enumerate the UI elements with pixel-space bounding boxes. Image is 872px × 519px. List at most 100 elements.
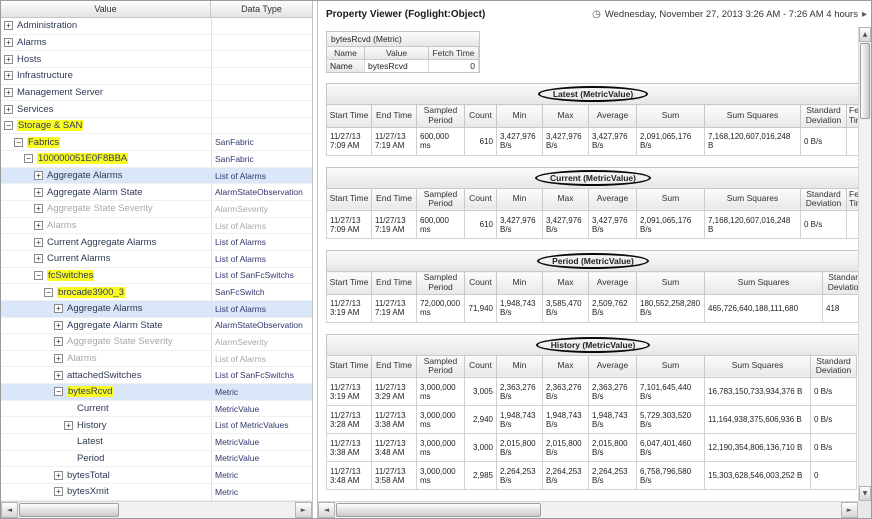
tree-row[interactable]: + Administration — [1, 18, 312, 35]
collapse-icon[interactable]: − — [34, 270, 43, 280]
expand-icon[interactable]: + — [54, 304, 63, 314]
tree-column-value[interactable]: Value — [1, 1, 211, 17]
expand-icon[interactable]: + — [34, 254, 43, 264]
tree-item-type — [211, 51, 312, 67]
expand-icon[interactable]: + — [34, 237, 43, 247]
tree-row[interactable]: + Alarms — [1, 34, 312, 52]
scroll-right-icon[interactable]: ► — [841, 502, 858, 518]
tree-item-label: Period — [77, 452, 105, 464]
expand-icon[interactable]: + — [64, 420, 73, 430]
scroll-up-icon[interactable]: ▲ — [859, 27, 871, 42]
panel-splitter[interactable] — [313, 1, 318, 518]
expand-icon[interactable]: + — [34, 204, 43, 214]
tree-row[interactable]: + Management Server — [1, 84, 312, 102]
collapse-icon[interactable]: − — [54, 387, 63, 397]
expand-icon[interactable]: + — [4, 21, 13, 31]
tree-row[interactable]: + Alarms List of Alarms — [1, 350, 312, 368]
tree-row[interactable]: + History List of MetricValues — [1, 417, 312, 435]
tree-row[interactable]: − fcSwitches List of SanFcSwitchs — [1, 267, 312, 285]
vertical-scrollbar-track[interactable] — [859, 42, 871, 486]
expand-icon[interactable]: + — [4, 104, 13, 114]
expand-icon[interactable]: + — [4, 37, 13, 47]
tree-scrollbar-track[interactable] — [18, 502, 295, 518]
table-cell: 2,015,800 B/s — [542, 433, 589, 463]
tree-horizontal-scrollbar[interactable]: ◄ ► — [1, 501, 312, 518]
column-header: Average — [588, 187, 637, 212]
viewer-scrollbar-thumb[interactable] — [336, 503, 541, 517]
tree-column-datatype[interactable]: Data Type — [241, 4, 282, 14]
column-header: Min — [496, 104, 543, 128]
tree-row[interactable]: + bytesXmit Metric — [1, 483, 312, 501]
scroll-down-icon[interactable]: ▼ — [859, 486, 871, 501]
column-header: Sum Squares — [704, 104, 801, 128]
tree-row[interactable]: + Aggregate State Severity AlarmSeverity — [1, 334, 312, 351]
tree-row[interactable]: + Aggregate Alarms List of Alarms — [1, 300, 312, 318]
tree-row[interactable]: Current MetricValue — [1, 400, 312, 418]
scroll-right-icon[interactable]: ► — [295, 502, 312, 518]
tree-row[interactable]: − Storage & SAN — [1, 117, 312, 135]
metric-summary-title: bytesRcvd (Metric) — [327, 32, 479, 47]
expand-icon[interactable]: + — [54, 370, 63, 380]
tree-row[interactable]: + Alarms List of Alarms — [1, 217, 312, 235]
expand-icon[interactable]: + — [4, 87, 13, 97]
tree-row[interactable]: Period MetricValue — [1, 450, 312, 468]
table-cell: 3,000,000 ms — [416, 377, 465, 407]
vertical-scrollbar[interactable]: ▲ ▼ — [858, 27, 871, 501]
collapse-icon[interactable]: − — [24, 154, 33, 164]
tree-item-label: Alarms — [47, 220, 77, 231]
table-cell — [846, 126, 858, 156]
tree-row[interactable]: Latest MetricValue — [1, 434, 312, 451]
section-title-oval: Period (MetricValue) — [537, 253, 649, 270]
tree-row[interactable]: + attachedSwitches List of SanFcSwitchs — [1, 367, 312, 385]
forward-arrow-icon[interactable]: ▸ — [861, 8, 867, 20]
tree-row[interactable]: + Aggregate Alarms List of Alarms — [1, 167, 312, 185]
expand-icon[interactable]: + — [54, 487, 63, 497]
scroll-left-icon[interactable]: ◄ — [1, 502, 18, 518]
tree-row[interactable]: + Infrastructure — [1, 67, 312, 85]
time-range[interactable]: ◷ Wednesday, November 27, 2013 3:26 AM -… — [592, 9, 867, 20]
section-title-band: Latest (MetricValue) — [326, 83, 858, 104]
tree-row[interactable]: + Aggregate Alarm State AlarmStateObservat… — [1, 184, 312, 202]
tree-item-type: List of Alarms — [211, 350, 312, 367]
table-cell: 7,168,120,607,016,248 B — [704, 126, 801, 156]
tree-row[interactable]: − Fabrics SanFabric — [1, 134, 312, 152]
metric-section-period: Period (MetricValue) Start Time End Time Sa… — [326, 250, 858, 323]
tree-item-label: Alarms — [67, 353, 97, 365]
section-title-oval: Current (MetricValue) — [535, 169, 651, 186]
viewer-horizontal-scrollbar[interactable]: ◄ ► — [318, 501, 858, 518]
expand-icon[interactable]: + — [54, 354, 63, 364]
expand-icon[interactable]: + — [54, 320, 63, 330]
table-cell: 0 B/s — [810, 377, 857, 407]
tree-row[interactable]: −100000051E0F8BBA SanFabric — [1, 151, 312, 168]
expand-icon[interactable]: + — [4, 71, 13, 81]
tree-row[interactable]: + Aggregate Alarm State AlarmStateObservat… — [1, 317, 312, 335]
collapse-icon[interactable]: − — [4, 121, 13, 131]
expand-icon[interactable]: + — [54, 337, 63, 347]
viewer-scrollbar-track[interactable] — [335, 502, 841, 518]
collapse-icon[interactable]: − — [44, 287, 53, 297]
tree-row[interactable]: + Current Alarms List of Alarms — [1, 250, 312, 268]
expand-icon[interactable]: + — [34, 171, 43, 181]
tree-item-label: Infrastructure — [17, 70, 73, 82]
table-cell: 2,985 — [464, 461, 497, 491]
tree-row[interactable]: + Services — [1, 101, 312, 118]
table-row: 11/27/13 3:48 AM 11/27/13 3:58 AM 3,000,00… — [326, 461, 857, 491]
expand-icon[interactable]: + — [54, 470, 63, 480]
expand-icon[interactable]: + — [4, 54, 13, 64]
tree-item-label: bytesXmit — [67, 486, 109, 498]
column-header: Standard Deviation — [810, 354, 857, 379]
tree-row[interactable]: − brocade3900_3 SanFcSwitch — [1, 284, 312, 301]
expand-icon[interactable]: + — [34, 187, 43, 197]
tree-row[interactable]: + bytesTotal Metric — [1, 467, 312, 484]
expand-icon[interactable]: + — [34, 221, 43, 230]
collapse-icon[interactable]: − — [14, 137, 23, 147]
scroll-left-icon[interactable]: ◄ — [318, 502, 335, 518]
tree-row[interactable]: + Hosts — [1, 51, 312, 68]
tree-row[interactable]: + Aggregate State Severity AlarmSeverity — [1, 201, 312, 218]
tree-row[interactable]: + Current Aggregate Alarms List of Alarms — [1, 234, 312, 251]
tree-item-label: Current Alarms — [47, 253, 111, 265]
tree-row[interactable]: − bytesRcvd Metric — [1, 384, 312, 401]
tree-scrollbar-thumb[interactable] — [19, 503, 119, 517]
vertical-scrollbar-thumb[interactable] — [860, 43, 870, 119]
tree-item-type — [211, 84, 312, 101]
